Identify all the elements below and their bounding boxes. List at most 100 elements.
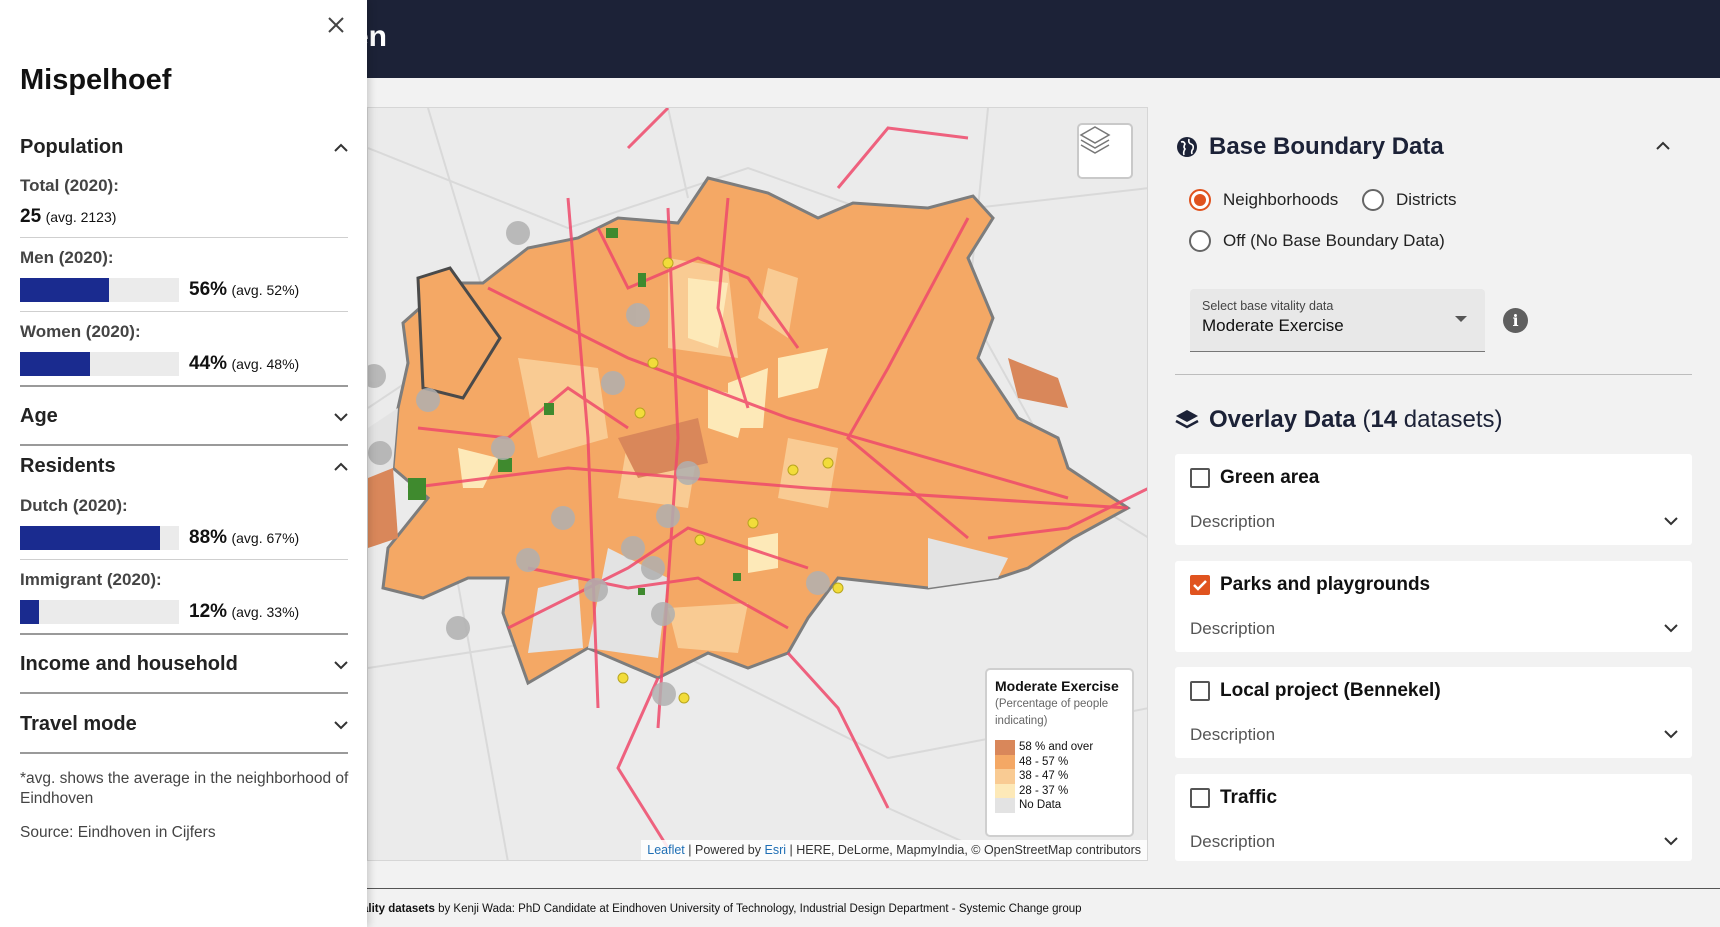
legend-item: No Data <box>995 798 1124 813</box>
women-bar <box>20 352 179 376</box>
men-label: Men (2020): <box>20 248 114 267</box>
residents-heading: Residents <box>20 455 116 477</box>
legend-swatch <box>995 783 1015 798</box>
overlay-title: Green area <box>1220 467 1320 488</box>
overlay-card: Traffic Description <box>1175 774 1692 861</box>
overlay-description[interactable]: Description <box>1190 512 1276 531</box>
select-value: Moderate Exercise <box>1202 316 1344 335</box>
chevron-up-icon[interactable] <box>1656 141 1670 151</box>
radio-label-neighborhoods: Neighborhoods <box>1223 190 1339 209</box>
chevron-down-icon[interactable] <box>334 412 348 422</box>
income-section-header[interactable]: Income and household <box>20 653 348 676</box>
legend-item: 58 % and over <box>995 740 1124 755</box>
total-avg: (avg. 2123) <box>45 209 117 225</box>
overlay-title: Local project (Bennekel) <box>1220 680 1441 701</box>
checkbox[interactable] <box>1190 788 1210 808</box>
travel-heading: Travel mode <box>20 713 137 735</box>
chevron-up-icon[interactable] <box>334 143 348 153</box>
men-avg: (avg. 52%) <box>231 282 300 298</box>
travel-section-header[interactable]: Travel mode <box>20 713 348 736</box>
map-view[interactable]: Moderate Exercise (Percentage of people … <box>367 107 1148 861</box>
leaflet-link[interactable]: Leaflet <box>647 843 685 857</box>
neighborhood-side-panel: Mispelhoef Population Total (2020): 25 (… <box>0 0 367 927</box>
legend-item: 38 - 47 % <box>995 769 1124 784</box>
neighborhood-title: Mispelhoef <box>20 64 172 96</box>
radio-off[interactable]: Off (No Base Boundary Data) <box>1189 230 1445 252</box>
overlay-checkbox-row[interactable]: Traffic <box>1190 787 1277 809</box>
immigrant-label: Immigrant (2020): <box>20 570 162 589</box>
legend-item: 28 - 37 % <box>995 783 1124 798</box>
chevron-up-icon[interactable] <box>334 462 348 472</box>
women-bar-fill <box>20 352 90 376</box>
radio-districts[interactable]: Districts <box>1362 189 1456 211</box>
overlay-card: Green area Description <box>1175 454 1692 545</box>
radio-button[interactable] <box>1362 189 1384 211</box>
radio-label-districts: Districts <box>1396 190 1457 209</box>
women-avg: (avg. 48%) <box>231 356 300 372</box>
dutch-label: Dutch (2020): <box>20 496 128 515</box>
chevron-down-icon[interactable] <box>334 660 348 670</box>
overlay-description[interactable]: Description <box>1190 725 1276 744</box>
chevron-down-icon[interactable] <box>334 720 348 730</box>
checkbox[interactable] <box>1190 681 1210 701</box>
legend-item: 48 - 57 % <box>995 754 1124 769</box>
overlay-checkbox-row[interactable]: Local project (Bennekel) <box>1190 680 1441 702</box>
base-boundary-title: Base Boundary Data <box>1209 133 1444 160</box>
layers-control-button[interactable] <box>1077 123 1133 179</box>
overlay-checkbox-row[interactable]: Green area <box>1190 467 1319 489</box>
divider <box>20 237 348 238</box>
checkbox-checked[interactable] <box>1190 575 1210 595</box>
chevron-down-icon[interactable] <box>1664 516 1678 526</box>
men-value: 56% <box>189 279 228 300</box>
base-boundary-header[interactable]: Base Boundary Data <box>1175 127 1692 167</box>
map-canvas[interactable] <box>368 108 1148 861</box>
overlay-description[interactable]: Description <box>1190 832 1276 851</box>
divider <box>20 385 348 387</box>
women-stat: Women (2020): 44% (avg. 48%) <box>20 322 348 382</box>
population-section-header[interactable]: Population <box>20 136 348 159</box>
income-heading: Income and household <box>20 653 238 675</box>
info-icon[interactable]: i <box>1503 308 1528 333</box>
footer-divider <box>360 888 1720 889</box>
dutch-bar <box>20 526 179 550</box>
overlay-card: Local project (Bennekel) Description <box>1175 667 1692 758</box>
total-value: 25 <box>20 206 42 227</box>
legend-swatch <box>995 798 1015 813</box>
overlay-count-number: 14 <box>1370 406 1398 433</box>
checkmark-icon <box>1193 580 1207 591</box>
men-stat: Men (2020): 56% (avg. 52%) <box>20 248 348 308</box>
globe-icon <box>1177 137 1197 157</box>
overlay-checkbox-row[interactable]: Parks and playgrounds <box>1190 574 1430 596</box>
residents-section-header[interactable]: Residents <box>20 455 348 478</box>
radio-label-off: Off (No Base Boundary Data) <box>1223 231 1445 250</box>
overlay-title: Parks and playgrounds <box>1220 574 1431 595</box>
radio-button[interactable] <box>1189 230 1211 252</box>
radio-neighborhoods[interactable]: Neighborhoods <box>1189 189 1338 211</box>
age-heading: Age <box>20 405 58 427</box>
base-vitality-select[interactable]: Select base vitality data Moderate Exerc… <box>1190 289 1485 352</box>
selected-neighborhood-outline <box>416 266 502 400</box>
radio-button-selected[interactable] <box>1189 189 1211 211</box>
grey-markers <box>368 221 830 706</box>
close-icon[interactable] <box>325 14 347 36</box>
attribution-sources: | HERE, DeLorme, MapmyIndia, © OpenStree… <box>789 843 1142 857</box>
chevron-down-icon[interactable] <box>1664 729 1678 739</box>
immigrant-bar <box>20 600 179 624</box>
overlay-card: Parks and playgrounds Description <box>1175 561 1692 652</box>
overlay-data-title: Overlay Data <box>1209 406 1356 433</box>
legend-title: Moderate Exercise <box>995 678 1119 694</box>
attribution-powered: | Powered by <box>688 843 761 857</box>
select-label: Select base vitality data <box>1202 299 1334 313</box>
layers-icon <box>1079 126 1111 154</box>
footer-bold: ality datasets <box>362 903 435 915</box>
caret-down-icon <box>1455 316 1467 322</box>
esri-link[interactable]: Esri <box>764 843 787 857</box>
parks-and-playgrounds <box>408 228 741 595</box>
age-section-header[interactable]: Age <box>20 405 348 428</box>
checkbox[interactable] <box>1190 468 1210 488</box>
chevron-down-icon[interactable] <box>1664 623 1678 633</box>
total-label: Total (2020): <box>20 176 119 195</box>
overlay-description[interactable]: Description <box>1190 619 1276 638</box>
chevron-down-icon[interactable] <box>1664 836 1678 846</box>
source-note: Source: Eindhoven in Cijfers <box>20 824 216 841</box>
